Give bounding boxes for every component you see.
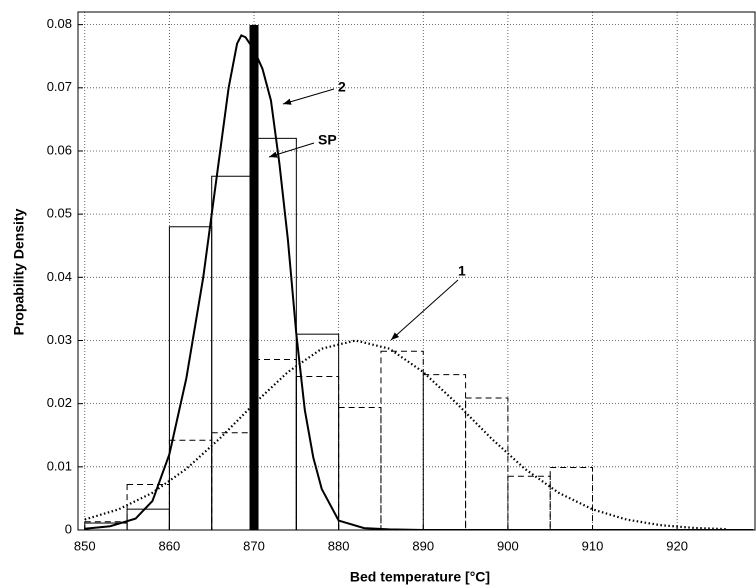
x-tick-label: 870 <box>243 538 265 553</box>
y-tick-label: 0.07 <box>47 79 72 94</box>
histogram-bar <box>168 439 213 530</box>
labels: 850 860 870 880 890 900 910 920 0 0.01 0.02 0.03 0.0… <box>47 16 688 553</box>
annotation-arrow <box>390 279 459 341</box>
x-tick-label: 880 <box>328 538 350 553</box>
histogram-bar <box>338 406 382 530</box>
axes-frame <box>77 11 756 531</box>
histogram-bar <box>549 466 594 530</box>
y-tick-label: 0 <box>65 521 72 536</box>
x-tick-label: 850 <box>74 538 96 553</box>
y-tick-label: 0.03 <box>47 332 72 347</box>
histogram-bar <box>295 375 340 530</box>
y-tick-label: 0.06 <box>47 142 72 157</box>
x-tick-label: 920 <box>666 538 688 553</box>
histogram-bar <box>507 475 551 530</box>
histogram-bar <box>295 333 340 530</box>
histogram-bar <box>211 432 255 530</box>
histogram-bar <box>465 397 509 530</box>
x-tick-label: 910 <box>582 538 604 553</box>
x-tick-label: 900 <box>497 538 519 553</box>
y-tick-label: 0.02 <box>47 395 72 410</box>
annotation: 2 <box>338 79 346 95</box>
histogram-bar <box>380 350 424 530</box>
y-tick-label: 0.01 <box>47 458 72 473</box>
density-curve <box>84 339 728 530</box>
annotation: 1 <box>458 263 466 279</box>
y-tick-label: 0.08 <box>47 16 72 31</box>
annotation-arrow <box>268 142 315 158</box>
x-tick-label: 860 <box>159 538 181 553</box>
histogram-bar <box>126 484 170 530</box>
plot-area <box>84 25 754 530</box>
annotation-arrow <box>282 88 335 105</box>
histogram-bar <box>422 374 467 530</box>
setpoint-line <box>249 25 259 530</box>
histogram-bar <box>211 175 255 530</box>
grid <box>78 12 755 531</box>
y-tick-label: 0.04 <box>47 269 72 284</box>
y-tick-label: 0.05 <box>47 206 72 221</box>
density-curve <box>84 34 754 530</box>
x-tick-label: 890 <box>412 538 434 553</box>
annotation: SP <box>318 132 337 148</box>
y-axis-label: Propability Density <box>11 208 27 335</box>
histogram-bar <box>253 137 297 530</box>
x-axis-label: Bed temperature [°C] <box>350 569 490 585</box>
histogram-bar <box>168 226 213 530</box>
